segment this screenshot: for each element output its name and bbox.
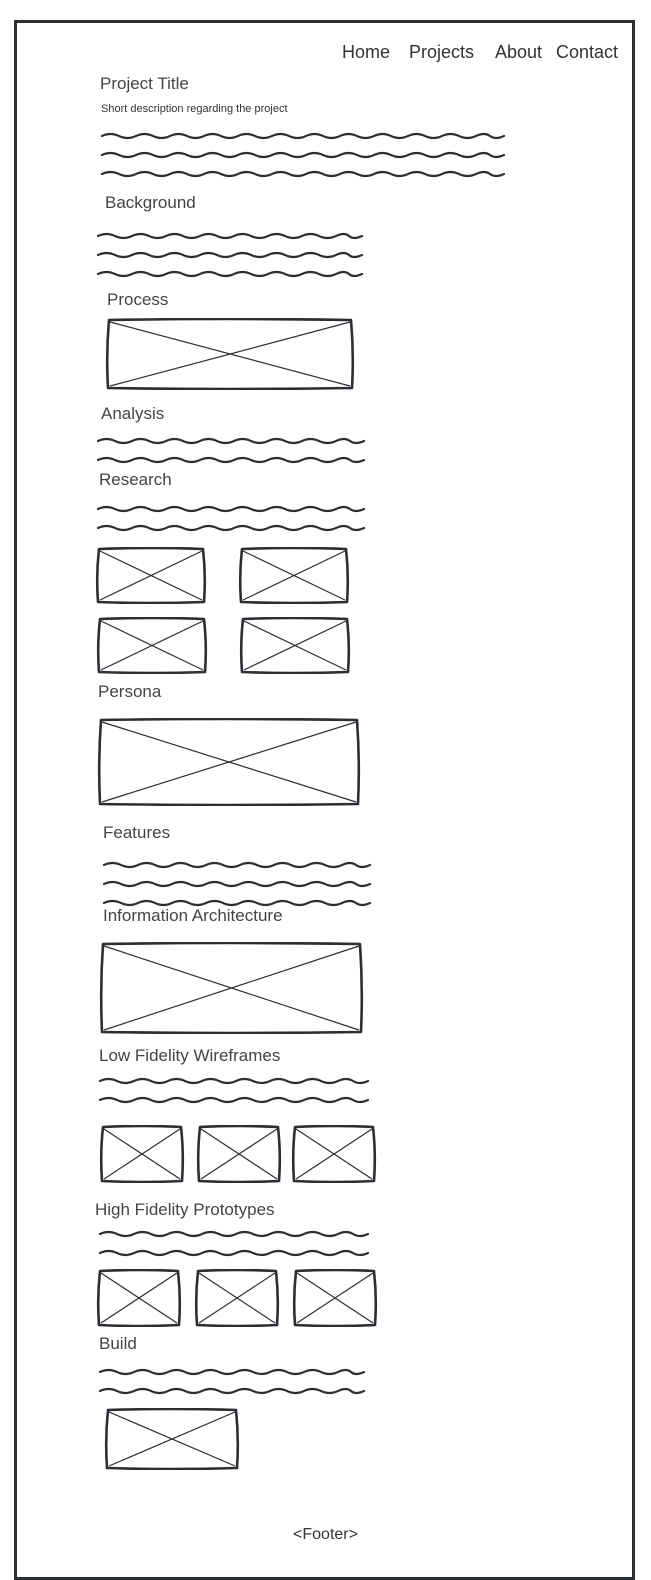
image-placeholder-icon: [99, 1124, 185, 1184]
section-heading-process: Process: [107, 290, 169, 309]
project-description: Short description regarding the project: [101, 103, 288, 115]
image-placeholder-icon: [96, 1268, 182, 1328]
image-placeholder: [239, 616, 351, 675]
image-placeholder: [97, 717, 361, 807]
wavy-line: [102, 880, 372, 888]
text-lines: [96, 228, 366, 296]
footer: <Footer>: [293, 1526, 358, 1543]
image-placeholder-icon: [96, 616, 208, 675]
text-lines: [102, 857, 374, 925]
image-placeholder: [99, 941, 364, 1035]
wavy-lines: [98, 1077, 370, 1104]
image-placeholder-icon: [196, 1124, 282, 1184]
section-heading-background: Background: [105, 193, 196, 212]
wavy-line: [96, 251, 364, 259]
wavy-line: [98, 1096, 370, 1104]
section-heading-low-fidelity-wireframes: Low Fidelity Wireframes: [99, 1046, 281, 1065]
nav-projects-link[interactable]: Projects: [409, 42, 475, 62]
nav-home-link[interactable]: Home: [342, 42, 391, 62]
wavy-line: [98, 1249, 370, 1257]
image-placeholder-icon: [238, 546, 350, 605]
text-lines: [96, 433, 368, 482]
image-placeholder: [105, 317, 355, 391]
image-placeholder: [96, 1268, 182, 1328]
text-lines: [98, 1364, 368, 1413]
text-lines: [98, 1073, 372, 1122]
image-placeholder: [95, 546, 207, 605]
wavy-line: [96, 456, 366, 464]
image-placeholder: [96, 616, 208, 675]
section-heading-analysis: Analysis: [101, 404, 165, 423]
image-placeholder-icon: [292, 1268, 378, 1328]
image-placeholder-icon: [194, 1268, 280, 1328]
wavy-line: [98, 1368, 366, 1376]
image-placeholder-icon: [104, 1407, 240, 1471]
image-placeholder: [196, 1124, 282, 1184]
nav-contact-link[interactable]: Contact: [556, 42, 619, 62]
image-placeholder: [238, 546, 350, 605]
text-lines: [100, 128, 508, 196]
text-lines: [96, 501, 368, 550]
image-placeholder-icon: [291, 1124, 377, 1184]
section-heading-high-fidelity-prototypes: High Fidelity Prototypes: [95, 1200, 275, 1219]
section-heading-features: Features: [103, 823, 171, 842]
image-placeholder: [291, 1124, 377, 1184]
wavy-line: [102, 899, 372, 907]
section-heading-persona: Persona: [98, 682, 162, 701]
image-placeholder: [104, 1407, 240, 1471]
image-placeholder: [194, 1268, 280, 1328]
wavy-line: [98, 1387, 366, 1395]
wavy-line: [102, 861, 372, 869]
image-placeholder-icon: [105, 317, 355, 391]
wavy-line: [100, 151, 506, 159]
wavy-lines: [100, 132, 506, 178]
wavy-lines: [98, 1368, 366, 1395]
wavy-lines: [96, 505, 366, 532]
wavy-line: [100, 132, 506, 140]
image-placeholder-icon: [99, 941, 364, 1035]
wavy-line: [96, 232, 364, 240]
wavy-line: [96, 270, 364, 278]
wavy-lines: [96, 232, 364, 278]
wavy-line: [98, 1230, 370, 1238]
section-heading-research: Research: [99, 470, 172, 489]
wavy-line: [96, 524, 366, 532]
wavy-lines: [96, 437, 366, 464]
image-placeholder-icon: [95, 546, 207, 605]
wavy-line: [96, 437, 366, 445]
wavy-line: [96, 505, 366, 513]
nav-about-link[interactable]: About: [495, 42, 543, 62]
wavy-lines: [102, 861, 372, 907]
image-placeholder: [99, 1124, 185, 1184]
wavy-lines: [98, 1230, 370, 1257]
project-title: Project Title: [100, 74, 189, 93]
image-placeholder: [292, 1268, 378, 1328]
wavy-line: [100, 170, 506, 178]
section-heading-build: Build: [99, 1334, 137, 1353]
image-placeholder-icon: [239, 616, 351, 675]
text-lines: [98, 1226, 372, 1275]
image-placeholder-icon: [97, 717, 361, 807]
wavy-line: [98, 1077, 370, 1085]
section-heading-information-architecture: Information Architecture: [103, 906, 283, 925]
